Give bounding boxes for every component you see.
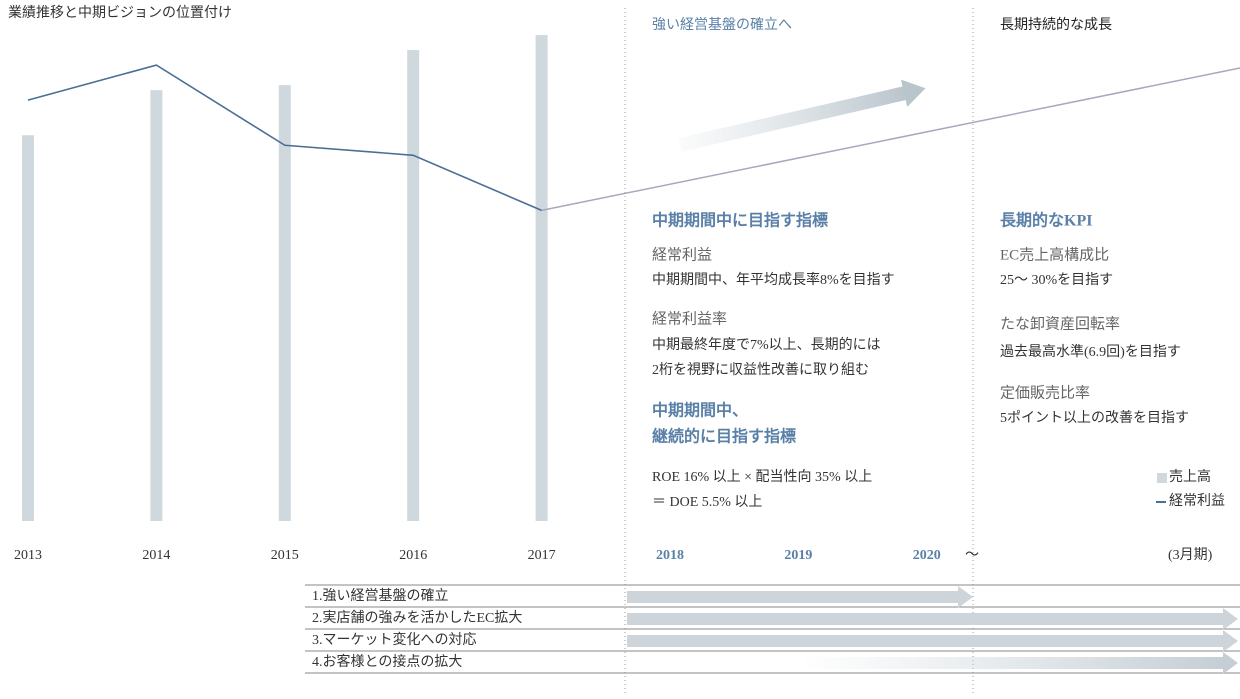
period-note: (3月期) <box>1168 547 1213 563</box>
x-tick-label: 2014 <box>142 548 170 563</box>
bar <box>278 85 291 521</box>
strategy-label: 2.実店舗の強みを活かしたEC拡大 <box>312 610 522 626</box>
bar <box>150 90 163 521</box>
x-tick-label: 2020 <box>913 548 941 563</box>
kpi-heading: 中期期間中に目指す指標 <box>652 211 828 230</box>
x-tick-label: 2017 <box>528 548 556 563</box>
mid-heading: 強い経営基盤の確立へ <box>652 16 792 33</box>
kpi-heading: 継続的に目指す指標 <box>652 427 796 446</box>
kpi-label: たな卸資産回転率 <box>1000 315 1120 332</box>
long-heading: 長期持続的な成長 <box>1000 16 1112 33</box>
kpi-text: 5ポイント以上の改善を目指す <box>1000 410 1189 426</box>
bar <box>22 135 34 522</box>
kpi-text: 2桁を視野に収益性改善に取り組む <box>652 362 869 378</box>
kpi-heading: 中期期間中、 <box>652 401 748 420</box>
kpi-label: 定価販売比率 <box>1000 384 1090 401</box>
kpi-text: 25〜 30%を目指す <box>1000 272 1113 288</box>
kpi-text: ＝ DOE 5.5% 以上 <box>652 494 762 510</box>
strategy-label: 1.強い経営基盤の確立 <box>312 587 449 604</box>
x-tick-label: 2015 <box>271 548 299 563</box>
strategy-table: 1.強い経営基盤の確立 2.実店舗の強みを活かしたEC拡大 3.マーケット変化へ… <box>305 584 1240 674</box>
x-tick-label: 2019 <box>784 548 812 563</box>
legend-label: 経常利益 <box>1169 493 1225 509</box>
legend-swatch <box>1157 473 1167 483</box>
legend-label: 売上高 <box>1169 468 1211 485</box>
strategy-label: 3.マーケット変化への対応 <box>312 631 477 648</box>
x-tick-label: 2013 <box>14 548 42 563</box>
kpi-text: 中期最終年度で7%以上、長期的には <box>652 337 881 353</box>
line <box>27 64 542 212</box>
kpi-text: 過去最高水準(6.9回)を目指す <box>1000 343 1181 360</box>
kpi-label: EC売上高構成比 <box>1000 246 1109 263</box>
kpi-heading: 長期的なKPI <box>1000 211 1092 230</box>
bar <box>407 50 420 522</box>
projection-line <box>541 67 1240 212</box>
x-tick-label: 2016 <box>399 548 427 563</box>
strategy-label: 4.お客様との接点の拡大 <box>312 653 462 670</box>
x-tick-label: 2018 <box>656 548 684 563</box>
trend-arrow <box>678 79 926 152</box>
tilde: 〜 <box>965 548 979 563</box>
chart-title: 業績推移と中期ビジョンの位置付け <box>8 5 232 21</box>
kpi-label: 経常利益 <box>652 246 712 263</box>
kpi-label: 経常利益率 <box>652 310 727 327</box>
bar <box>535 35 548 521</box>
kpi-text: ROE 16% 以上 × 配当性向 35% 以上 <box>652 469 872 485</box>
kpi-text: 中期期間中、年平均成長率8%を目指す <box>652 271 895 288</box>
